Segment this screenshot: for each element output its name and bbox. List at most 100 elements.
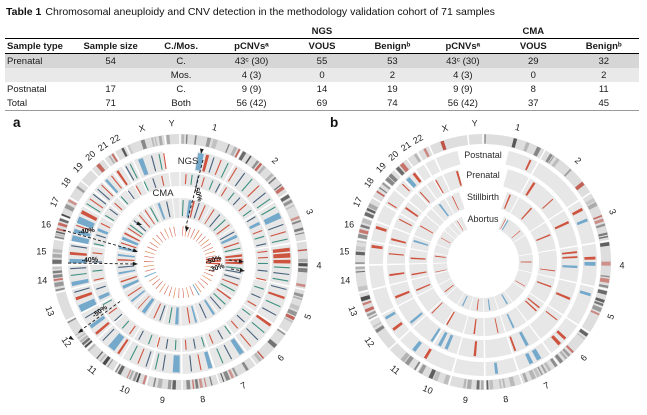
column-group-ngs: NGS [216, 24, 427, 39]
chromosome-label-8: 8 [503, 394, 510, 405]
mosaic-percent-label: -40% [78, 227, 96, 237]
ideogram-chr13 [56, 291, 75, 320]
ideogram-band [298, 259, 307, 262]
data-ring-2-chr15 [409, 249, 428, 263]
data-ring-1-chr4 [254, 248, 270, 281]
aneuploidy-bar [204, 247, 213, 252]
table-cell: 69 [287, 96, 357, 111]
chromosome-label-6: 6 [578, 353, 589, 364]
ring-label-postnatal: Postnatal [464, 150, 502, 160]
chromosome-label-15: 15 [36, 246, 46, 256]
table-cell: 14 [287, 82, 357, 96]
cnv-tick [185, 340, 186, 350]
chromosome-label-7: 7 [239, 380, 248, 391]
ideogram-band [298, 268, 307, 273]
chromosome-label-9: 9 [159, 395, 165, 406]
chromosome-label-18: 18 [362, 176, 376, 190]
ideogram-band [52, 260, 61, 264]
aneuploidy-bar [152, 279, 160, 286]
table-cell: Both [146, 96, 216, 111]
cnv-bar [273, 260, 290, 264]
aneuploidy-bar [173, 288, 175, 299]
aneuploidy-bar [147, 247, 156, 252]
aneuploidy-bar [145, 269, 155, 272]
chromosome-label-16: 16 [41, 220, 51, 230]
ideogram-chr9 [147, 376, 182, 390]
data-ring-1-chr8 [485, 336, 512, 358]
chromosome-label-6: 6 [275, 353, 286, 364]
chromosome-label-22: 22 [108, 132, 122, 146]
aneuploidy-bar [190, 229, 195, 238]
chromosome-label-7: 7 [542, 380, 551, 391]
chromosome-label-4: 4 [316, 261, 321, 271]
table-cell: 2 [569, 68, 640, 82]
aneuploidy-bar [159, 283, 165, 292]
table-cell: 74 [357, 96, 427, 111]
chromosome-label-17: 17 [48, 195, 61, 208]
chromosome-label-3: 3 [304, 208, 315, 216]
chromosome-label-18: 18 [59, 176, 73, 190]
table-cell: 56 (42) [216, 96, 286, 111]
aneuploidy-bar [164, 229, 169, 239]
chromosome-label-11: 11 [388, 363, 402, 377]
chromosome-label-22: 22 [411, 132, 425, 146]
cnv-tick [175, 340, 176, 350]
aneuploidy-bar [169, 227, 172, 237]
chromosome-label-2: 2 [573, 155, 583, 166]
aneuploidy-bar [190, 286, 194, 295]
ideogram-band [298, 263, 307, 266]
ideogram-chrY [468, 134, 482, 145]
aneuploidy-bar [156, 235, 163, 243]
ideogram-chrX [430, 135, 468, 155]
data-ring-1-chr14 [90, 265, 106, 283]
aneuploidy-bar [149, 276, 158, 282]
chromosome-label-13: 13 [43, 305, 56, 318]
table-cell: 0 [498, 68, 568, 82]
aneuploidy-bar [202, 275, 211, 281]
ideogram-band [484, 134, 486, 143]
aneuploidy-bar [186, 287, 189, 297]
table-cell: 45 [569, 96, 640, 111]
ideogram-band [355, 262, 364, 264]
chromosome-label-5: 5 [302, 312, 313, 321]
table-cell: 53 [357, 54, 427, 69]
chromosome-label-10: 10 [118, 383, 131, 396]
table-cell: 9 (9) [428, 82, 498, 96]
table-cell: 4 (3) [216, 68, 286, 82]
data-ring-0-chr16 [371, 222, 389, 243]
aneuploidy-bar [150, 242, 159, 248]
chromosome-label-1: 1 [211, 122, 218, 133]
cnv-bar [584, 257, 595, 260]
aneuploidy-bar [160, 232, 166, 241]
data-ring-2-chr4 [538, 250, 557, 277]
table-cell: 2 [357, 68, 427, 82]
chromosome-label-Y: Y [471, 118, 478, 128]
chromosome-label-14: 14 [37, 276, 47, 286]
column-header: VOUS [287, 39, 357, 54]
table-cell [5, 68, 75, 82]
table-cell: Prenatal [5, 54, 75, 69]
table-cell: 29 [498, 54, 568, 69]
data-ring-3-chr15 [433, 253, 448, 263]
column-header: pCNVsᵃ [216, 39, 286, 54]
aneuploidy-bar [205, 251, 215, 255]
table-cell: 54 [75, 54, 145, 69]
aneuploidy-bar [145, 251, 155, 255]
column-header: pCNVsᵃ [428, 39, 498, 54]
data-ring-1-chr9 [458, 337, 484, 358]
table-cell: 19 [357, 82, 427, 96]
table-cell: 32 [569, 54, 640, 69]
aneuploidy-bar [173, 226, 175, 236]
table-cell: 9 (9) [216, 82, 286, 96]
cnv-tick [258, 257, 268, 258]
chromosome-label-16: 16 [344, 220, 354, 230]
column-header: C./Mos. [146, 39, 216, 54]
column-header: VOUS [498, 39, 568, 54]
